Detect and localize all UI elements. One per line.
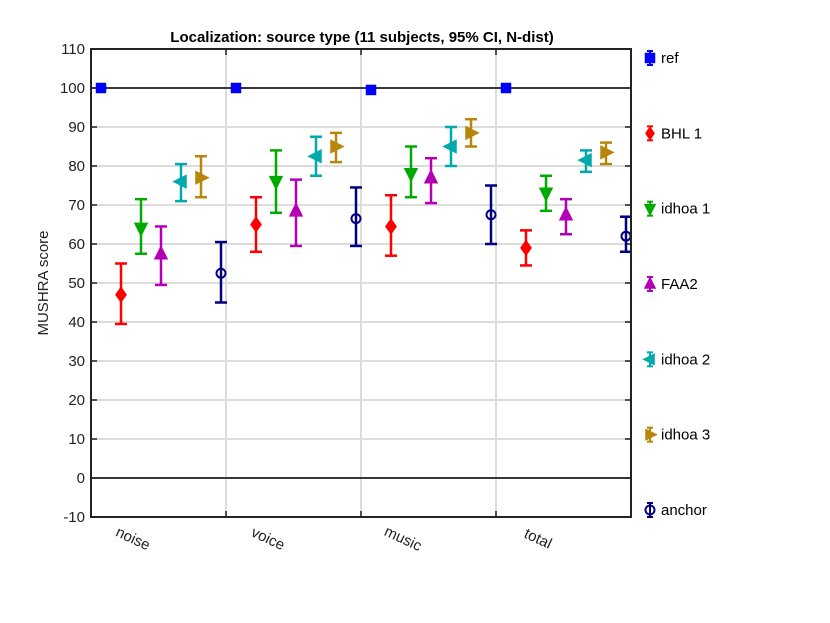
y-tick-label: 40 [68,314,85,331]
legend-item: idhoa 2 [642,351,710,368]
data-point [250,216,262,233]
x-axis-ticks: noise voice music total [113,49,554,555]
data-point [153,245,169,260]
data-point [288,202,304,217]
legend-item: ref [644,50,679,67]
legend-item: anchor [644,502,707,519]
legend-marker [644,52,656,64]
legend-marker [644,504,656,516]
data-point [485,209,497,221]
y-tick-label: 100 [60,80,85,97]
data-point [403,168,419,183]
data-point [423,169,439,184]
legend-label: FAA2 [661,276,698,293]
data-point [577,152,592,168]
plot-frame [90,48,632,518]
data-point [465,125,480,141]
data-point [558,206,574,221]
y-tick-label: 20 [68,392,85,409]
series-faa2 [153,156,574,287]
legend-label: BHL 1 [661,125,702,142]
y-tick-label: 70 [68,197,85,214]
x-tick-label: music [382,523,425,555]
legend-item: idhoa 3 [645,426,710,444]
series-ref [95,82,512,96]
legend-marker [645,125,655,141]
y-axis-label: MUSHRA score [35,230,52,335]
y-tick-label: 10 [68,431,85,448]
y-tick-label: 110 [61,41,85,58]
legend-marker [645,428,658,441]
y-axis-ticks: -10 0 10 20 30 40 50 60 70 80 90 100 110 [60,41,631,526]
legend-marker [643,203,657,217]
y-tick-label: 50 [68,275,85,292]
data-point [600,145,615,160]
series-idhoa-2 [172,125,592,203]
series-group [95,82,632,326]
data-point [215,267,227,279]
grid [91,49,631,517]
data-point [195,170,210,185]
data-point [115,286,127,303]
series-anchor [215,184,632,304]
y-tick-label: 80 [68,158,85,175]
y-tick-label: 60 [68,236,85,253]
legend-label: idhoa 3 [661,427,710,444]
data-point [350,213,362,225]
data-point [385,218,397,235]
x-tick-label: total [521,525,554,552]
data-point [230,82,242,94]
y-tick-label: -10 [63,509,85,526]
data-point [500,82,512,94]
chart-title: Localization: source type (11 subjects, … [170,29,553,46]
series-bhl-1 [115,194,532,326]
y-tick-label: 0 [77,470,85,487]
y-tick-label: 90 [68,119,85,136]
x-tick-label: noise [113,524,153,555]
legend: ref BHL 1 idhoa 1 FAA2 idhoa 2 idhoa 3 anchor [642,50,710,519]
data-point [330,139,345,154]
legend-item: FAA2 [643,276,698,293]
legend-item: idhoa 1 [643,200,710,218]
x-tick-label: voice [248,524,287,554]
data-point [442,139,457,154]
legend-marker [643,276,657,289]
reference-lines [91,87,631,479]
legend-label: idhoa 2 [661,351,710,368]
y-tick-label: 30 [68,353,85,370]
data-point [365,84,377,96]
legend-label: anchor [661,502,707,519]
data-point [268,175,284,191]
data-point [538,187,554,202]
series-idhoa-3 [195,117,615,199]
data-point [520,239,532,257]
legend-label: ref [661,50,679,67]
data-point [133,222,149,238]
data-point [307,149,322,164]
legend-marker [642,353,655,366]
legend-label: idhoa 1 [661,201,710,218]
data-point [95,82,107,94]
legend-item: BHL 1 [645,125,702,142]
data-point [172,174,187,189]
series-idhoa-1 [133,145,554,255]
